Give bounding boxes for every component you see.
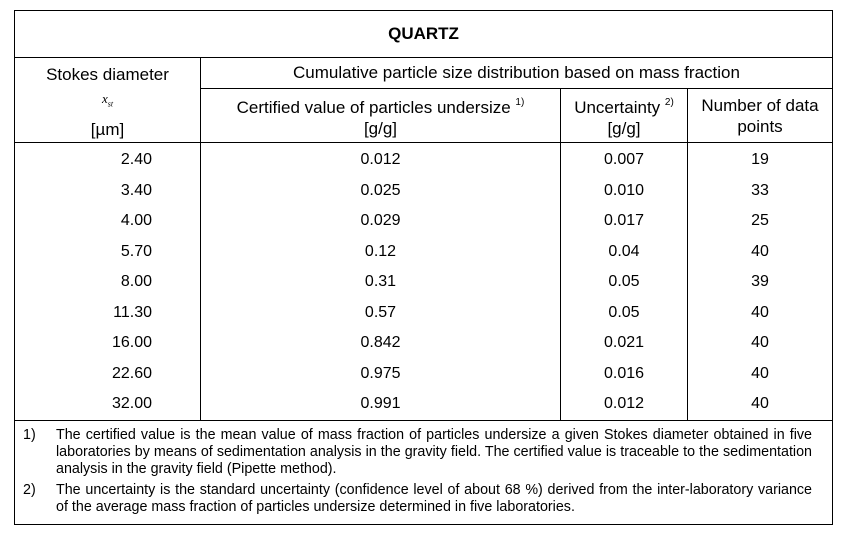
symbol-sub: st xyxy=(107,99,114,109)
uncertainty: 0.007 xyxy=(560,142,688,176)
uncertainty-header: Uncertainty 2) [g/g] xyxy=(560,88,688,143)
table-body: 2.40 0.012 0.007 19 3.40 0.025 0.010 33 4.00 0.02… xyxy=(14,142,834,420)
certified-value: 0.991 xyxy=(200,389,561,420)
data-points: 40 xyxy=(686,389,834,420)
certified-value: 0.975 xyxy=(200,358,561,389)
uncertainty: 0.04 xyxy=(560,236,688,267)
table-row: 32.00 0.991 0.012 40 xyxy=(14,389,834,420)
uncertainty: 0.017 xyxy=(560,206,688,237)
data-points: 40 xyxy=(686,236,834,267)
uncertainty-note: 2) xyxy=(664,97,674,108)
uncertainty: 0.05 xyxy=(560,297,688,328)
symbol-x: x xyxy=(101,91,108,106)
certified-value: 0.029 xyxy=(200,206,561,237)
certified-unit: [g/g] xyxy=(363,119,398,138)
table-row: 11.30 0.57 0.05 40 xyxy=(14,297,834,328)
stokes-diameter: 2.40 xyxy=(14,142,201,176)
data-points: 39 xyxy=(686,267,834,298)
data-points: 33 xyxy=(686,175,834,206)
footnote: 2) The uncertainty is the standard uncert… xyxy=(23,482,812,516)
data-table: QUARTZ Stokes diameter xst [µm] Cumulati… xyxy=(13,10,834,525)
table-title: QUARTZ xyxy=(13,10,834,58)
stokes-label: Stokes diameter xyxy=(46,65,169,84)
stokes-header: Stokes diameter xst [µm] xyxy=(14,57,201,143)
certified-value: 0.31 xyxy=(200,267,561,298)
uncertainty: 0.05 xyxy=(560,267,688,298)
table-row: 2.40 0.012 0.007 19 xyxy=(14,142,834,176)
table-row: 22.60 0.975 0.016 40 xyxy=(14,358,834,389)
footnote-marker: 2) xyxy=(23,481,36,498)
table-row: 3.40 0.025 0.010 33 xyxy=(14,175,834,206)
data-points: 40 xyxy=(686,358,834,389)
stokes-diameter: 8.00 xyxy=(14,267,201,298)
uncertainty: 0.016 xyxy=(560,358,688,389)
uncertainty: 0.012 xyxy=(560,389,688,420)
certified-note: 1) xyxy=(515,97,525,108)
certified-value: 0.025 xyxy=(200,175,561,206)
stokes-diameter: 3.40 xyxy=(14,175,201,206)
stokes-unit: [µm] xyxy=(90,119,125,139)
certified-value: 0.842 xyxy=(200,328,561,359)
footnote-text: The certified value is the mean value of… xyxy=(56,426,813,477)
stokes-diameter: 11.30 xyxy=(14,297,201,328)
footnote-text: The uncertainty is the standard uncertai… xyxy=(56,481,813,515)
stokes-diameter: 16.00 xyxy=(14,328,201,359)
footnote: 1) The certified value is the mean value … xyxy=(23,427,812,478)
certified-label: Certified value of particles undersize xyxy=(236,98,511,117)
stokes-diameter: 32.00 xyxy=(14,389,201,420)
certified-value: 0.12 xyxy=(200,236,561,267)
data-points: 19 xyxy=(686,142,834,176)
uncertainty: 0.010 xyxy=(560,175,688,206)
footnote-marker: 1) xyxy=(23,426,36,443)
uncertainty-label: Uncertainty xyxy=(574,98,661,117)
certified-header: Certified value of particles undersize 1… xyxy=(200,88,561,143)
data-points: 25 xyxy=(686,206,834,237)
table-row: 5.70 0.12 0.04 40 xyxy=(14,236,834,267)
group-header: Cumulative particle size distribution ba… xyxy=(199,57,834,89)
table-row: 8.00 0.31 0.05 39 xyxy=(14,267,834,298)
certified-value: 0.57 xyxy=(200,297,561,328)
symbol: xst xyxy=(15,85,200,119)
footnotes: 1) The certified value is the mean value … xyxy=(13,419,834,525)
table-row: 16.00 0.842 0.021 40 xyxy=(14,328,834,359)
uncertainty: 0.021 xyxy=(560,328,688,359)
table-row: 4.00 0.029 0.017 25 xyxy=(14,206,834,237)
certified-value: 0.012 xyxy=(200,142,561,176)
uncertainty-unit: [g/g] xyxy=(607,119,641,138)
data-points: 40 xyxy=(686,297,834,328)
count-header: Number of data points xyxy=(686,88,834,143)
data-points: 40 xyxy=(686,328,834,359)
stokes-diameter: 22.60 xyxy=(14,358,201,389)
stokes-diameter: 5.70 xyxy=(14,236,201,267)
stokes-diameter: 4.00 xyxy=(14,206,201,237)
